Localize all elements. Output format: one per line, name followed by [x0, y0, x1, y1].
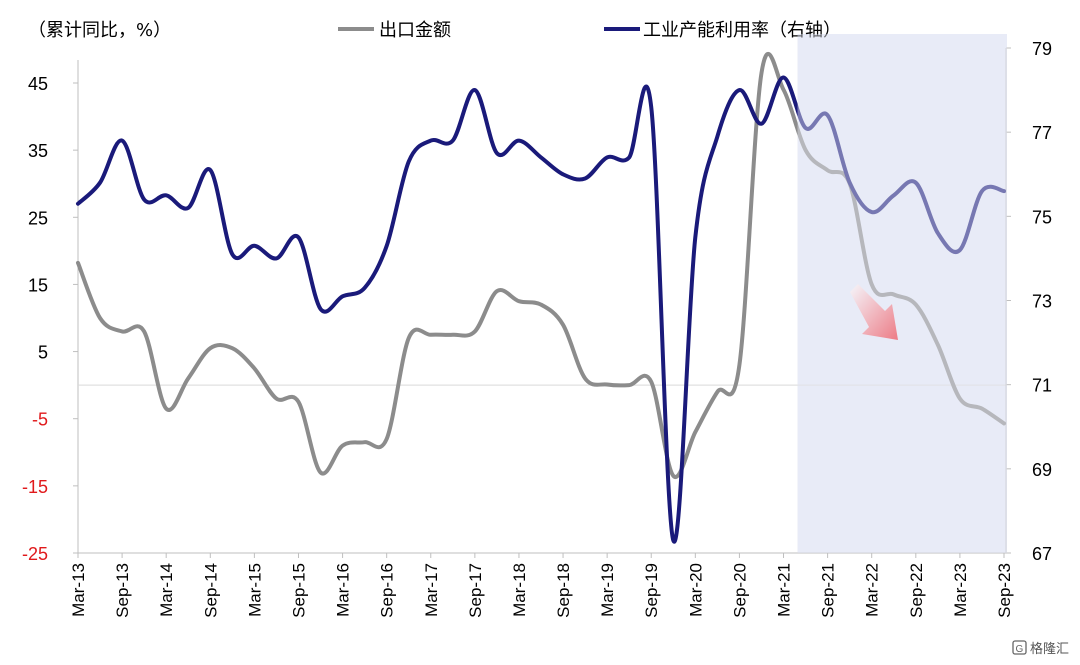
left-tick-label: 35	[28, 141, 48, 161]
right-tick-label: 79	[1032, 39, 1052, 59]
left-tick-label: -25	[22, 544, 48, 564]
y-left-label: （累计同比，%）	[28, 20, 171, 41]
watermark-logo-icon	[1012, 640, 1027, 655]
x-tick-label: Sep-22	[907, 563, 926, 618]
x-tick-label: Mar-18	[510, 563, 529, 617]
x-tick-label: Sep-19	[642, 563, 661, 618]
x-tick-label: Sep-16	[378, 563, 397, 618]
x-tick-label: Mar-23	[951, 563, 970, 617]
left-tick-label: -5	[32, 410, 48, 430]
x-tick-label: Sep-15	[289, 563, 308, 618]
left-axis: 45 35 25 15 5 -5 -15 -25	[22, 60, 1006, 564]
right-tick-label: 69	[1032, 460, 1052, 480]
left-tick-label: 15	[28, 275, 48, 295]
series-line-capacity	[76, 75, 1006, 544]
x-tick-label: Sep-13	[113, 563, 132, 618]
x-tick-label: Mar-15	[245, 563, 264, 617]
watermark-text: 格隆汇	[1030, 641, 1069, 657]
x-tick-label: Mar-13	[69, 563, 88, 617]
left-tick-label: 25	[28, 208, 48, 228]
x-tick-label: Mar-21	[775, 563, 794, 617]
x-tick-label: Mar-14	[157, 563, 176, 617]
x-tick-label: Sep-14	[201, 563, 220, 618]
highlight-overlay	[797, 34, 1007, 553]
right-tick-label: 75	[1032, 207, 1052, 227]
x-tick-label: Mar-22	[863, 563, 882, 617]
legend-label-capacity: 工业产能利用率（右轴）	[643, 20, 841, 41]
legend: 出口金额 工业产能利用率（右轴）	[338, 20, 841, 41]
watermark-logo-icon-glyph: G	[1016, 644, 1024, 655]
right-axis: 79 77 75 73 71 69 67	[1005, 39, 1052, 564]
right-tick-label: 67	[1032, 544, 1052, 564]
right-tick-label: 73	[1032, 292, 1052, 312]
x-tick-label: Mar-19	[598, 563, 617, 617]
red-down-arrow	[850, 284, 898, 340]
x-tick-label: Sep-17	[466, 563, 485, 618]
x-tick-label: Sep-23	[995, 563, 1014, 618]
right-tick-label: 77	[1032, 123, 1052, 143]
x-tick-label: Sep-21	[819, 563, 838, 618]
right-tick-label: 71	[1032, 376, 1052, 396]
watermark: G 格隆汇	[1012, 640, 1069, 657]
x-tick-label: Sep-20	[730, 563, 749, 618]
x-tick-label: Mar-20	[686, 563, 705, 617]
left-tick-label: 45	[28, 74, 48, 94]
x-axis: Mar-13 Sep-13 Mar-14 Sep-14 Mar-15 Sep-15 Mar-…	[69, 552, 1014, 618]
left-tick-label: -15	[22, 477, 48, 497]
legend-label-export: 出口金额	[379, 20, 451, 41]
x-tick-label: Sep-18	[554, 563, 573, 618]
x-tick-label: Mar-17	[422, 563, 441, 617]
x-tick-label: Mar-16	[334, 563, 353, 617]
left-tick-label: 5	[38, 343, 48, 363]
